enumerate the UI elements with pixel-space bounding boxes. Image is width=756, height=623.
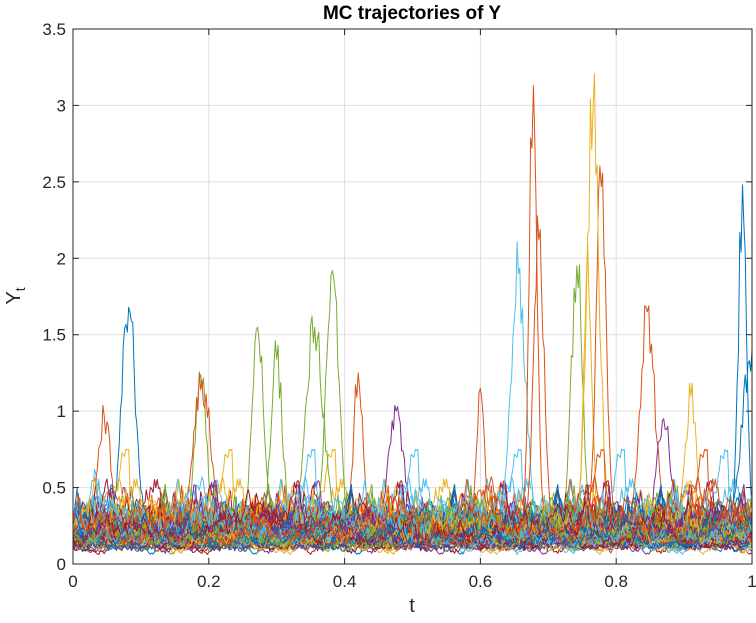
- axes-box: [72, 28, 753, 565]
- trajectory-line: [73, 484, 752, 551]
- x-tick-label: 0.8: [604, 572, 628, 591]
- trajectory-line: [73, 484, 752, 555]
- y-tick-label: 1.5: [42, 326, 66, 345]
- plot-area: [73, 73, 752, 556]
- y-axis-title-subscript: t: [12, 287, 28, 291]
- y-tick-label: 2: [57, 249, 66, 268]
- svg-text:Yt: Yt: [3, 287, 28, 304]
- trajectory-line: [73, 480, 752, 550]
- x-tick-labels: 0 0.2 0.4 0.6 0.8 1: [68, 572, 756, 591]
- y-axis-title: Yt: [3, 287, 28, 304]
- y-tick-label: 0.5: [42, 479, 66, 498]
- y-tick-label: 0: [57, 555, 66, 574]
- x-tick-label: 0.4: [333, 572, 357, 591]
- trajectory-lines: [73, 73, 752, 556]
- y-tick-label: 3.5: [42, 20, 66, 39]
- axes: [72, 28, 753, 565]
- trajectory-line: [73, 448, 752, 552]
- x-tick-label: 0: [68, 572, 77, 591]
- trajectory-line: [73, 479, 752, 553]
- x-tick-label: 0.6: [469, 572, 493, 591]
- x-tick-label: 1: [747, 572, 756, 591]
- y-axis-title-main: Y: [3, 291, 25, 304]
- chart-title: MC trajectories of Y: [323, 3, 501, 24]
- y-tick-labels: 0 0.5 1 1.5 2 2.5 3 3.5: [42, 20, 66, 574]
- y-tick-label: 2.5: [42, 173, 66, 192]
- x-axis-title: t: [409, 595, 415, 617]
- y-tick-label: 3: [57, 96, 66, 115]
- x-tick-label: 0.2: [197, 572, 221, 591]
- trajectory-line: [73, 448, 752, 551]
- y-tick-label: 1: [57, 402, 66, 421]
